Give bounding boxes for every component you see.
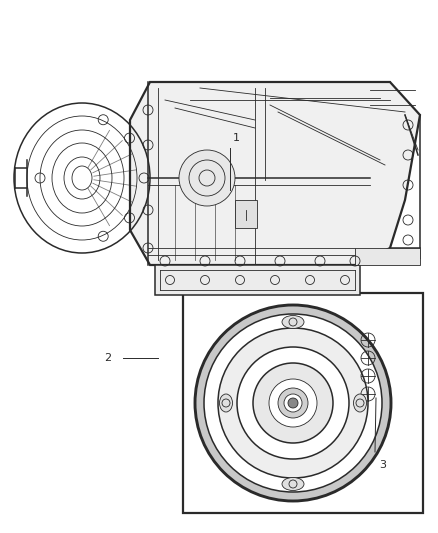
Circle shape bbox=[284, 394, 302, 412]
Circle shape bbox=[237, 347, 349, 459]
Circle shape bbox=[288, 398, 298, 408]
Text: 3: 3 bbox=[379, 460, 386, 470]
Ellipse shape bbox=[282, 316, 304, 328]
Circle shape bbox=[179, 150, 235, 206]
Circle shape bbox=[195, 305, 391, 501]
Ellipse shape bbox=[219, 394, 233, 412]
Polygon shape bbox=[130, 82, 420, 265]
Circle shape bbox=[253, 363, 333, 443]
Text: 1: 1 bbox=[233, 133, 240, 143]
Polygon shape bbox=[355, 248, 420, 265]
Ellipse shape bbox=[282, 478, 304, 490]
Bar bbox=[183, 293, 423, 513]
Bar bbox=[235, 200, 257, 228]
Circle shape bbox=[218, 328, 368, 478]
Circle shape bbox=[204, 314, 382, 492]
Bar bbox=[155, 265, 360, 295]
Circle shape bbox=[278, 388, 308, 418]
Text: 2: 2 bbox=[104, 353, 112, 363]
Circle shape bbox=[269, 379, 317, 427]
Ellipse shape bbox=[353, 394, 367, 412]
